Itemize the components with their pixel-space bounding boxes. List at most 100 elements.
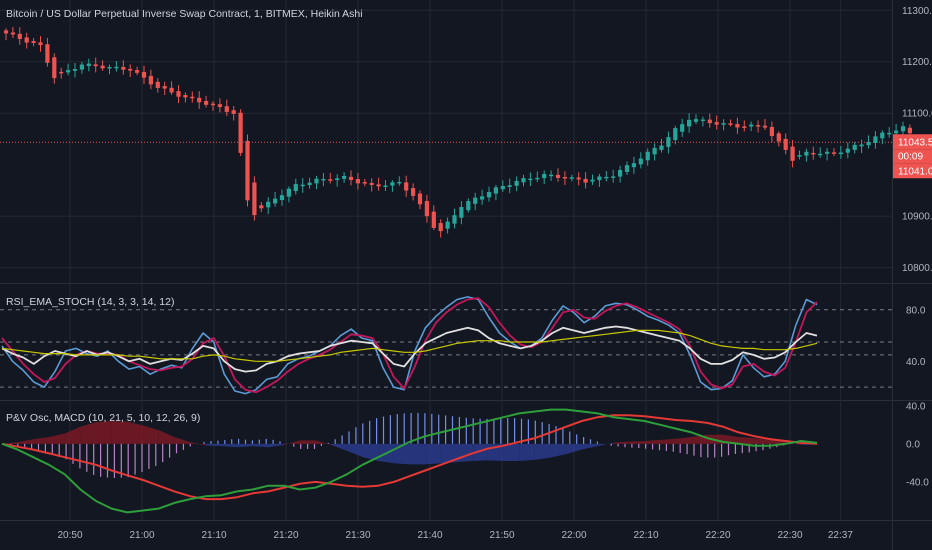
candle-body	[645, 151, 650, 161]
macd-osc-area	[268, 443, 285, 448]
rsi-tick-label: 80.0	[906, 305, 926, 316]
candle-body	[141, 71, 147, 78]
candle-body	[224, 106, 229, 112]
macd-osc-area	[519, 443, 535, 461]
candle-body	[45, 44, 50, 63]
candle-body	[673, 128, 678, 141]
macd-osc-area	[660, 438, 676, 444]
candle-body	[687, 119, 692, 127]
macd-osc-area	[597, 442, 614, 447]
candle-body	[238, 112, 243, 153]
candle-body	[576, 177, 581, 180]
time-tick-label: 21:50	[489, 530, 514, 541]
candle-body	[804, 151, 809, 156]
candle-body	[473, 197, 478, 204]
bid-price-tag: 11041.0	[898, 166, 932, 177]
macd-tick-label: 0.0	[906, 439, 920, 450]
macd-osc-area	[613, 441, 629, 444]
last-price-tag: 11043.5	[898, 137, 932, 148]
candle-body	[666, 137, 671, 147]
candle-body	[31, 41, 36, 43]
macd-osc-area	[566, 443, 582, 455]
countdown-tag: 00:09	[898, 151, 923, 162]
candle-body	[714, 122, 719, 125]
candle-body	[756, 125, 761, 127]
candle-body	[590, 179, 595, 182]
candle-body	[783, 138, 788, 150]
macd-osc-area	[628, 440, 645, 444]
candle-body	[100, 65, 105, 69]
candle-body	[169, 87, 174, 93]
candle-body	[176, 91, 181, 97]
candle-body	[831, 152, 837, 154]
candle-body	[493, 187, 498, 194]
candle-body	[638, 158, 643, 165]
price-tick-label: 10900.0	[902, 212, 932, 223]
candle-body	[680, 124, 685, 132]
candle-body	[86, 63, 91, 67]
candle-body	[845, 148, 850, 153]
candle-body	[314, 178, 319, 184]
candle-body	[887, 132, 892, 135]
candle-body	[528, 178, 533, 181]
rsi-series-rsi	[1, 325, 818, 373]
candle-body	[417, 193, 423, 205]
chart-marks	[1, 27, 912, 514]
candle-body	[735, 124, 740, 128]
candle-body	[907, 127, 912, 134]
macd-osc-area	[252, 443, 269, 448]
candle-body	[335, 178, 340, 181]
macd-osc-area	[33, 436, 50, 444]
time-tick-label: 22:30	[777, 530, 802, 541]
macd-series-macd_slow	[1, 408, 818, 514]
candle-body	[342, 175, 347, 179]
candle-body	[128, 68, 133, 71]
candle-body	[514, 180, 519, 186]
candle-body	[3, 30, 9, 34]
axes: 20:50 21:00 21:10 21:20 21:30 21:40 21:50 22:00…	[57, 6, 932, 541]
candle-body	[818, 153, 823, 156]
price-tick-label: 11200.0	[902, 57, 932, 68]
candle-body	[10, 32, 15, 35]
candle-body	[38, 42, 43, 46]
candle-body	[210, 103, 216, 106]
macd-osc-area	[393, 443, 410, 465]
candle-body	[618, 169, 623, 177]
macd-osc-area	[550, 443, 567, 458]
rsi-series-stoch_d	[1, 297, 818, 394]
macd-osc-area	[456, 443, 473, 463]
macd-osc-area	[534, 443, 551, 460]
candle-body	[190, 96, 195, 99]
candle-body	[707, 119, 712, 124]
time-tick-label: 22:10	[633, 530, 658, 541]
candle-body	[431, 211, 436, 228]
candle-body	[542, 174, 547, 179]
macd-osc-area	[346, 443, 363, 457]
candle-body	[79, 64, 84, 70]
macd-osc-area	[80, 422, 97, 444]
macd-osc-area	[143, 425, 159, 444]
last-price-tag-bg	[893, 134, 932, 150]
candle-body	[597, 176, 602, 181]
candle-body	[721, 123, 726, 125]
candle-body	[217, 104, 222, 108]
time-tick-label: 22:37	[828, 530, 853, 541]
candle-body	[797, 155, 802, 157]
candle-body	[72, 69, 78, 71]
macd-osc-area	[2, 442, 18, 444]
rsi-series-stoch_k	[1, 296, 818, 395]
macd-osc-area	[127, 421, 144, 444]
macd-osc-area	[472, 443, 488, 461]
macd-osc-area	[503, 443, 520, 461]
candle-body	[17, 33, 22, 39]
candle-body	[300, 184, 305, 187]
candle-body	[376, 184, 381, 187]
candle-body	[328, 179, 333, 181]
macd-tick-label: 40.0	[906, 401, 926, 412]
candle-body	[155, 81, 160, 88]
candle-body	[245, 140, 250, 201]
candle-body	[204, 100, 209, 105]
candle-body	[652, 147, 657, 155]
